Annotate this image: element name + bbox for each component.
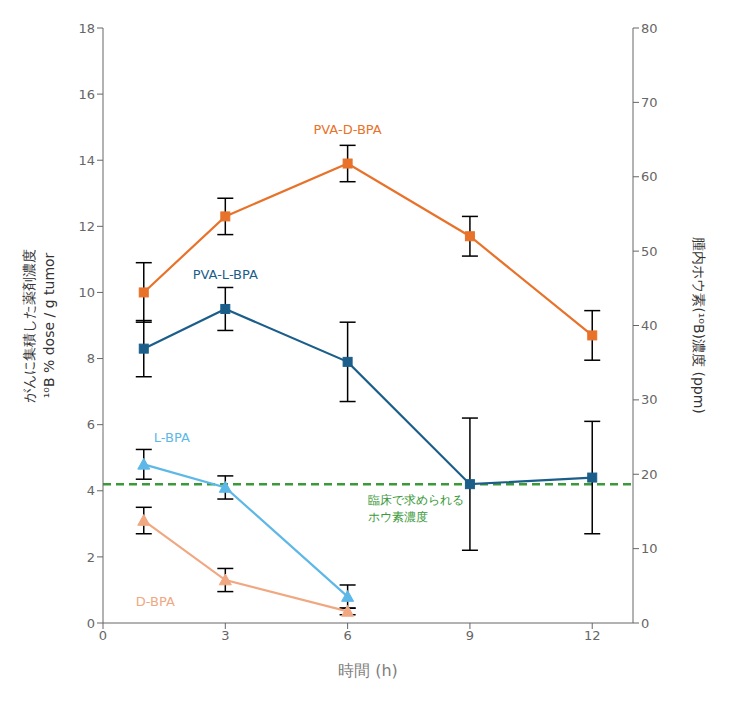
svg-text:4: 4: [87, 483, 95, 498]
svg-text:40: 40: [641, 318, 658, 333]
svg-text:PVA-D-BPA: PVA-D-BPA: [313, 122, 381, 137]
svg-text:12: 12: [78, 219, 95, 234]
svg-text:60: 60: [641, 169, 658, 184]
svg-text:20: 20: [641, 467, 658, 482]
svg-text:PVA-L-BPA: PVA-L-BPA: [193, 267, 258, 282]
svg-text:50: 50: [641, 244, 658, 259]
svg-text:D-BPA: D-BPA: [136, 594, 175, 609]
svg-text:2: 2: [87, 550, 95, 565]
svg-text:6: 6: [87, 417, 95, 432]
svg-text:14: 14: [78, 153, 95, 168]
svg-text:ホウ素濃度: ホウ素濃度: [368, 510, 428, 524]
svg-text:0: 0: [641, 616, 649, 631]
svg-text:80: 80: [641, 21, 658, 36]
svg-text:30: 30: [641, 392, 658, 407]
svg-text:10: 10: [78, 285, 95, 300]
svg-text:16: 16: [78, 87, 95, 102]
svg-text:9: 9: [466, 628, 474, 643]
svg-text:がんに集積した薬剤濃度: がんに集積した薬剤濃度: [21, 249, 37, 403]
svg-text:8: 8: [87, 351, 95, 366]
svg-text:6: 6: [343, 628, 351, 643]
svg-text:¹⁰B % dose / g tumor: ¹⁰B % dose / g tumor: [41, 252, 57, 398]
svg-text:0: 0: [87, 616, 95, 631]
svg-text:12: 12: [584, 628, 601, 643]
svg-text:腫内ホウ素(¹⁰B)濃度 (ppm): 腫内ホウ素(¹⁰B)濃度 (ppm): [691, 237, 707, 414]
svg-text:70: 70: [641, 95, 658, 110]
svg-text:18: 18: [78, 21, 95, 36]
svg-text:3: 3: [221, 628, 229, 643]
svg-text:臨床で求められる: 臨床で求められる: [368, 493, 464, 507]
svg-text:0: 0: [99, 628, 107, 643]
svg-text:10: 10: [641, 541, 658, 556]
svg-text:時間 (h): 時間 (h): [338, 661, 398, 680]
svg-text:L-BPA: L-BPA: [154, 430, 190, 445]
